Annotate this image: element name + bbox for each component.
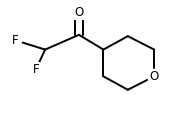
Text: O: O: [74, 5, 84, 19]
Text: O: O: [149, 70, 159, 83]
Text: F: F: [12, 34, 18, 47]
Text: F: F: [32, 63, 39, 76]
